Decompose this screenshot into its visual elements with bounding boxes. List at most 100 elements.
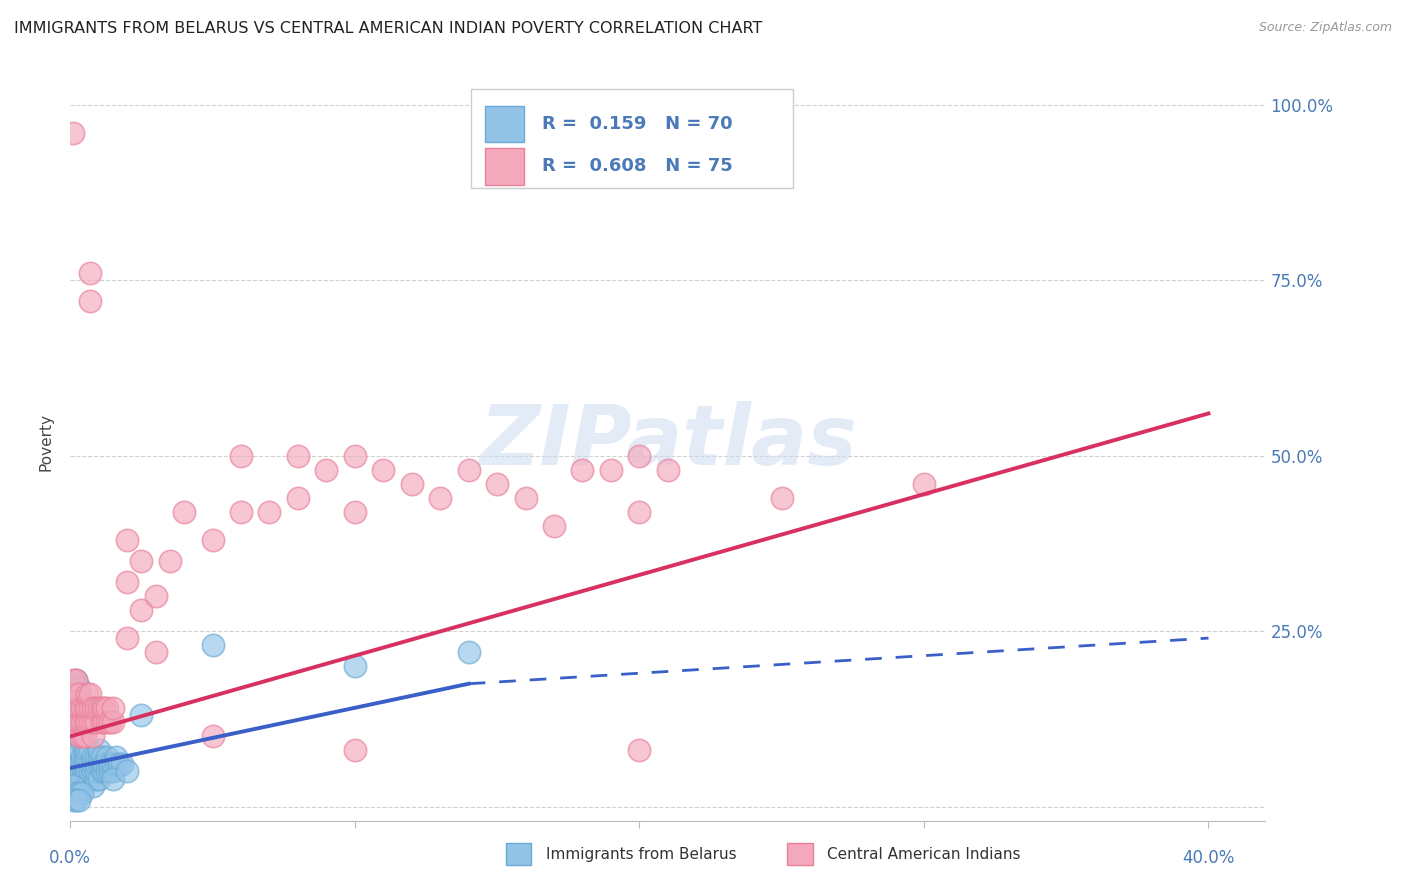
Point <box>76 764 98 779</box>
Point <box>343 743 366 757</box>
Point <box>131 708 153 723</box>
Point <box>515 491 537 505</box>
Text: Source: ZipAtlas.com: Source: ZipAtlas.com <box>1258 21 1392 34</box>
Text: Central American Indians: Central American Indians <box>827 847 1021 862</box>
Text: R =  0.159   N = 70: R = 0.159 N = 70 <box>543 115 733 133</box>
Point <box>486 476 509 491</box>
Point <box>159 554 181 568</box>
Point <box>73 750 96 764</box>
Point <box>287 449 309 463</box>
Point <box>70 757 93 772</box>
Point <box>343 449 366 463</box>
Point <box>76 701 98 715</box>
Point <box>107 757 129 772</box>
Bar <box>485 105 524 142</box>
Point <box>65 764 87 779</box>
Point <box>628 505 651 519</box>
Point <box>65 715 87 730</box>
Point <box>201 533 224 547</box>
Text: 0.0%: 0.0% <box>49 848 91 867</box>
Point <box>65 694 87 708</box>
Bar <box>485 148 524 185</box>
Point <box>67 715 90 730</box>
Point <box>70 750 93 764</box>
Point <box>67 730 90 744</box>
Point <box>62 792 84 806</box>
Point <box>201 730 224 744</box>
Point <box>67 764 90 779</box>
Point <box>70 786 93 800</box>
Point <box>173 505 195 519</box>
Point <box>87 772 110 786</box>
Point <box>82 764 104 779</box>
Point <box>373 462 395 476</box>
Point <box>65 757 87 772</box>
Point <box>93 764 115 779</box>
Point <box>65 743 87 757</box>
Point <box>101 764 124 779</box>
Point <box>571 462 593 476</box>
Point <box>67 730 90 744</box>
Point <box>115 533 138 547</box>
Point <box>79 266 101 280</box>
Point <box>70 715 93 730</box>
Point <box>98 715 121 730</box>
Point <box>62 126 84 140</box>
Point <box>67 743 90 757</box>
Point <box>82 750 104 764</box>
Point <box>96 764 118 779</box>
Point <box>93 701 115 715</box>
Point <box>73 743 96 757</box>
Point <box>79 743 101 757</box>
Point <box>229 505 252 519</box>
Point <box>73 757 96 772</box>
Point <box>84 757 107 772</box>
Point <box>79 701 101 715</box>
Point <box>82 779 104 793</box>
Point <box>73 715 96 730</box>
Point <box>76 743 98 757</box>
Point <box>62 779 84 793</box>
Point <box>628 449 651 463</box>
Text: IMMIGRANTS FROM BELARUS VS CENTRAL AMERICAN INDIAN POVERTY CORRELATION CHART: IMMIGRANTS FROM BELARUS VS CENTRAL AMERI… <box>14 21 762 36</box>
Point <box>70 730 93 744</box>
Point <box>84 764 107 779</box>
Point <box>67 792 90 806</box>
Point <box>98 764 121 779</box>
Point <box>101 701 124 715</box>
Point <box>67 687 90 701</box>
Point <box>90 757 112 772</box>
Point <box>101 772 124 786</box>
Point <box>62 687 84 701</box>
Text: R =  0.608   N = 75: R = 0.608 N = 75 <box>543 157 733 176</box>
Point <box>90 701 112 715</box>
Point <box>145 589 167 603</box>
Point <box>90 750 112 764</box>
Point <box>76 750 98 764</box>
Point <box>87 701 110 715</box>
Point <box>259 505 281 519</box>
FancyBboxPatch shape <box>471 89 793 187</box>
Point <box>79 757 101 772</box>
Point <box>145 645 167 659</box>
Point <box>79 764 101 779</box>
Point <box>73 764 96 779</box>
Point <box>67 680 90 694</box>
Point <box>115 574 138 589</box>
Point <box>79 687 101 701</box>
Point <box>101 757 124 772</box>
Point <box>201 638 224 652</box>
Point <box>84 750 107 764</box>
Point <box>65 673 87 688</box>
Y-axis label: Poverty: Poverty <box>38 412 53 471</box>
Point <box>93 757 115 772</box>
Point <box>131 603 153 617</box>
Point <box>343 659 366 673</box>
Point <box>76 715 98 730</box>
Point <box>96 757 118 772</box>
Point <box>82 701 104 715</box>
Point <box>131 554 153 568</box>
Point <box>65 792 87 806</box>
Point <box>79 772 101 786</box>
Point <box>70 708 93 723</box>
